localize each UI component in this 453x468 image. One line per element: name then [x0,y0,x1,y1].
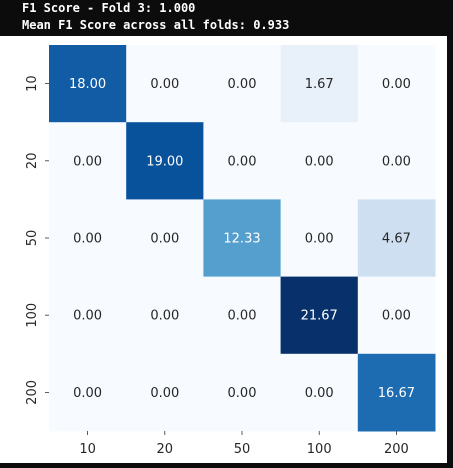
figure-canvas: 18.00 0.00 0.00 1.67 0.00 0.00 19.00 0.00 0.00 0.… [0,36,447,463]
heatmap-cell-r4-c1 [49,276,127,355]
heatmap-cell-r3-c3 [203,199,282,278]
heatmap-cell-r2-c4 [280,122,359,200]
cell-value-label-r3-c2: 0.00 [150,232,179,247]
x-tick-label-200: 200 [384,442,409,457]
cell-value-label-r1-c3: 0.00 [228,77,257,92]
heatmap-cell-r3-c1 [49,199,127,278]
heatmap-cell-r4-c5 [357,276,436,355]
heatmap-cell-r1-c5 [357,45,436,123]
cell-value-label-r2-c4: 0.00 [305,154,334,169]
cell-value-label-r1-c5: 0.00 [382,77,411,92]
cell-value-label-r2-c2: 19.00 [146,154,183,169]
cell-value-label-r4-c3: 0.00 [228,309,257,324]
cell-value-label-r3-c1: 0.00 [73,232,102,247]
heatmap-cell-r1-c3 [203,45,282,123]
heatmap-cell-r2-c1 [49,122,127,200]
cell-value-label-r2-c5: 0.00 [382,154,411,169]
heatmap-cell-r5-c1 [49,353,127,432]
y-tick-label-200: 200 [25,380,40,405]
cell-value-label-r2-c3: 0.00 [228,154,257,169]
cell-value-label-r4-c1: 0.00 [73,309,102,324]
cell-value-label-r5-c3: 0.00 [228,386,257,401]
confusion-matrix-heatmap: 18.00 0.00 0.00 1.67 0.00 0.00 19.00 0.00 0.00 0.… [25,45,436,457]
heatmap-cell-r5-c4 [280,353,359,432]
cell-value-label-r1-c1: 18.00 [69,77,106,92]
fold-score-line: F1 Score - Fold 3: 1.000 [22,1,196,15]
y-tick-label-20: 20 [25,153,40,170]
heatmap-cell-r2-c2 [126,122,204,200]
y-tick-label-50: 50 [25,230,40,247]
heatmap-cell-r4-c4 [280,276,359,355]
x-tick-label-10: 10 [79,442,96,457]
heatmap-cell-r5-c2 [126,353,204,432]
heatmap-cell-r3-c4 [280,199,359,278]
x-tick-label-20: 20 [157,442,174,457]
cell-value-label-r4-c4: 21.67 [301,309,338,324]
mean-score-line: Mean F1 Score across all folds: 0.933 [22,18,290,32]
cell-value-label-r5-c2: 0.00 [150,386,179,401]
heatmap-cell-r1-c2 [126,45,204,123]
heatmap-cell-r4-c3 [203,276,282,355]
heatmap-cell-r3-c5 [357,199,436,278]
cell-value-label-r3-c3: 12.33 [223,232,260,247]
heatmap-cell-r5-c5 [357,353,436,432]
cell-value-label-r3-c5: 4.67 [382,232,411,247]
heatmap-cell-r4-c2 [126,276,204,355]
heatmap-cell-r2-c5 [357,122,436,200]
cell-value-label-r1-c4: 1.67 [305,77,334,92]
cell-value-label-r5-c5: 16.67 [378,386,415,401]
cell-value-label-r1-c2: 0.00 [150,77,179,92]
heatmap-cell-r1-c4 [280,45,359,123]
heatmap-cell-r3-c2 [126,199,204,278]
y-tick-label-100: 100 [25,303,40,328]
heatmap-cell-r2-c3 [203,122,282,200]
heatmap-cell-r1-c1 [49,45,127,123]
x-tick-label-100: 100 [307,442,332,457]
cell-value-label-r4-c5: 0.00 [382,309,411,324]
y-tick-label-10: 10 [25,75,40,92]
x-tick-label-50: 50 [234,442,251,457]
cell-value-label-r5-c4: 0.00 [305,386,334,401]
heatmap-cell-r5-c3 [203,353,282,432]
cell-value-label-r4-c2: 0.00 [150,309,179,324]
cell-value-label-r2-c1: 0.00 [73,154,102,169]
cell-value-label-r5-c1: 0.00 [73,386,102,401]
cell-value-label-r3-c4: 0.00 [305,232,334,247]
